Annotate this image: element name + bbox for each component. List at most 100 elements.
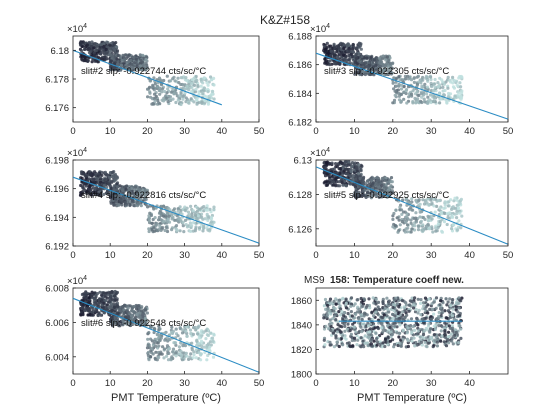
data-point [334,302,338,306]
y-tick-label: 6.192 [45,242,69,253]
data-point [416,311,420,315]
data-point [105,40,109,44]
data-point [421,223,425,227]
data-point [342,311,346,315]
data-point [349,170,354,174]
data-point [91,309,95,313]
data-point [205,95,209,99]
data-point [460,214,464,218]
data-point [141,312,145,316]
data-point [436,81,440,85]
data-point [323,49,327,54]
data-point [451,215,455,219]
data-point [414,211,418,215]
data-point [404,303,409,307]
data-point [355,298,359,302]
data-point [430,217,434,221]
data-point [343,167,348,171]
data-point [456,206,461,210]
data-point [112,68,117,72]
data-point [338,171,342,175]
data-point [81,185,85,189]
data-point [457,91,461,95]
data-point [350,314,354,318]
data-point [187,101,191,105]
data-point [441,85,445,89]
data-point [421,332,426,337]
data-point [85,190,89,194]
data-point [450,227,454,231]
data-point [212,83,216,87]
data-point [192,353,196,357]
data-point [406,326,410,330]
data-point [370,310,374,314]
data-point [169,98,173,102]
subplot-2: 0 10 20 30 40 506.1826.1846.1866.188×104slit#… [288,23,513,137]
data-point [390,180,394,184]
data-point [123,58,127,62]
data-point [415,82,419,86]
data-point [197,226,202,230]
data-point [446,215,450,220]
data-point [158,102,162,106]
data-point [332,42,336,46]
data-point [412,216,416,220]
data-point [189,352,193,356]
data-point [116,53,120,58]
data-point [357,310,361,314]
data-point [98,297,102,301]
data-point [391,305,395,310]
data-point [437,324,441,328]
data-point [145,55,149,59]
y-tick-label: 6.188 [288,32,312,43]
data-point [442,211,446,215]
data-point [93,296,97,301]
data-point [127,60,131,64]
data-point [391,81,395,85]
data-point [359,169,363,173]
x-tick-label: 10 [349,250,360,261]
data-point [341,183,345,187]
data-point [459,299,463,303]
data-point [122,308,126,312]
data-point [415,317,419,321]
data-point [158,92,162,96]
data-point [378,67,382,71]
data-point [376,300,381,304]
data-point [99,180,103,184]
data-point [337,337,341,341]
data-point [187,88,191,92]
data-point [158,338,162,342]
data-point [436,85,441,89]
data-point [411,325,415,329]
y-tick-label: 6.008 [45,284,69,295]
data-point [184,329,188,333]
data-point [93,187,97,192]
data-point [381,341,385,345]
data-point [392,298,396,302]
data-point [116,311,120,315]
data-point [413,296,417,300]
data-point [190,78,195,82]
x-tick-label: 0 [313,378,318,389]
data-point [359,47,363,51]
data-point [373,326,377,330]
data-point [348,174,353,178]
data-point [444,80,448,84]
data-point [354,57,358,61]
data-point [345,327,349,331]
y-tick-label: 6.004 [45,352,69,363]
y-exponent-power: 4 [83,275,87,282]
data-point [423,307,427,311]
y-tick-label: 6.18 [51,46,70,57]
data-point [328,178,333,182]
data-point [354,312,358,316]
data-point [391,101,395,105]
data-point [380,326,384,330]
data-point [209,220,213,224]
data-point [367,297,371,301]
x-tick-label: 10 [349,126,360,137]
y-tick-label: 1800 [291,370,312,381]
data-point [323,297,328,302]
data-point [444,98,448,102]
